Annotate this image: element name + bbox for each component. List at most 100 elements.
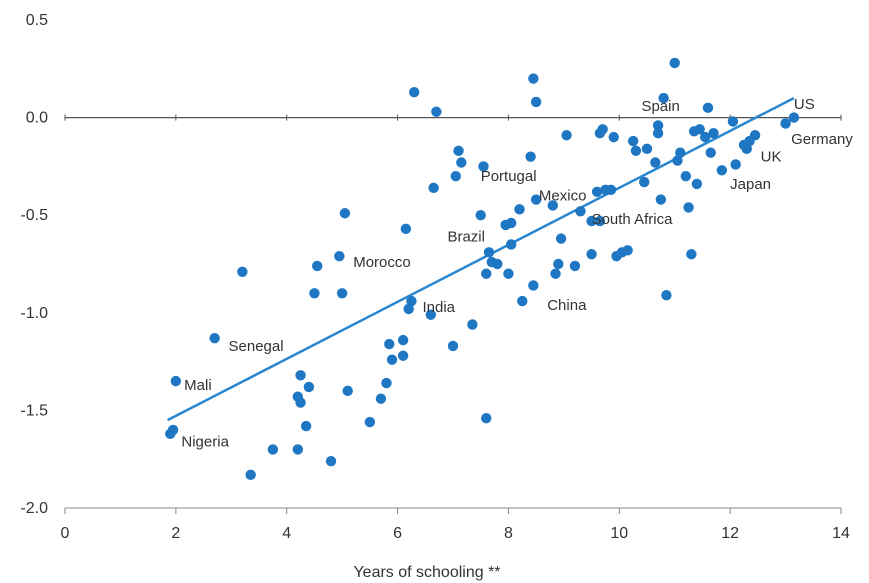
y-tick-label: 0.5	[26, 12, 48, 29]
data-point	[741, 143, 752, 155]
data-point	[672, 155, 683, 166]
data-point	[397, 334, 409, 346]
country-label: Mali	[184, 377, 212, 394]
country-label: Senegal	[229, 338, 284, 355]
country-label: Spain	[641, 98, 679, 115]
data-point	[506, 217, 517, 229]
data-point	[597, 124, 608, 135]
data-point	[586, 249, 597, 260]
data-point	[702, 102, 714, 114]
data-point	[627, 135, 639, 147]
data-point	[295, 370, 306, 381]
data-point	[425, 309, 437, 320]
x-tick-label: 6	[393, 525, 402, 542]
data-point	[409, 87, 420, 98]
data-point	[481, 413, 492, 424]
data-point	[481, 268, 492, 279]
country-label: Brazil	[447, 229, 485, 246]
data-point	[561, 129, 572, 141]
data-point	[492, 258, 503, 270]
data-point	[467, 319, 478, 330]
data-point	[530, 96, 542, 108]
data-point	[295, 397, 306, 408]
x-tick-label: 14	[832, 525, 850, 542]
y-tick-label: -0.5	[20, 207, 48, 224]
data-point	[483, 247, 495, 258]
country-label: Japan	[730, 176, 771, 193]
data-point	[716, 165, 728, 176]
data-point	[669, 57, 680, 69]
data-point	[431, 106, 442, 117]
data-point	[456, 157, 467, 168]
data-point	[630, 145, 642, 156]
country-label: Mexico	[539, 188, 587, 205]
y-tick-label: -2.0	[20, 500, 48, 517]
data-point	[680, 170, 691, 182]
data-point	[705, 147, 716, 158]
data-point	[658, 92, 669, 104]
data-point	[569, 260, 581, 272]
country-label: US	[794, 96, 815, 113]
country-label: UK	[761, 149, 782, 166]
data-point	[594, 215, 606, 227]
data-point	[608, 131, 619, 143]
data-point	[303, 381, 315, 393]
x-axis-title: Years of schooling **	[353, 564, 500, 581]
country-label: Germany	[791, 131, 853, 148]
y-tick-label: -1.5	[20, 402, 48, 419]
trend-layer	[166, 96, 795, 422]
data-point	[400, 223, 412, 235]
data-point	[694, 124, 705, 135]
data-point	[553, 258, 564, 270]
data-point	[661, 290, 672, 301]
data-point	[403, 303, 414, 315]
data-point	[237, 266, 248, 278]
country-label: India	[423, 299, 456, 316]
country-label: South Africa	[592, 211, 674, 228]
data-point	[605, 184, 617, 196]
data-point	[686, 249, 697, 260]
data-point	[342, 385, 353, 397]
data-point	[517, 295, 528, 307]
trend-line	[166, 96, 795, 422]
data-point	[655, 194, 667, 205]
x-tick-label: 8	[504, 525, 513, 542]
data-point	[300, 420, 312, 432]
data-point	[447, 340, 459, 352]
data-point	[336, 288, 348, 299]
data-point	[428, 182, 439, 194]
data-point	[406, 295, 417, 307]
data-point	[749, 129, 761, 141]
y-tick-label: 0.0	[26, 110, 48, 127]
data-point	[586, 215, 597, 227]
data-point	[381, 377, 392, 389]
data-point	[245, 469, 256, 481]
data-point	[691, 178, 703, 190]
country-label: China	[547, 297, 587, 314]
data-point	[622, 245, 633, 256]
country-label: Nigeria	[181, 434, 229, 451]
x-tick-label: 2	[171, 525, 180, 542]
data-point	[727, 116, 739, 127]
data-point	[652, 120, 664, 131]
data-point	[788, 112, 800, 123]
data-point	[334, 250, 345, 262]
axes-layer: 0 2 4 6 8 10 12 14 0.5 0.0 -0.5 -1.0 -1.5 -2.0	[20, 12, 850, 542]
data-point	[575, 206, 586, 217]
data-point	[478, 161, 489, 172]
data-point	[550, 268, 561, 279]
data-point	[555, 233, 567, 244]
data-point	[506, 239, 517, 250]
points-layer	[165, 57, 800, 481]
data-point	[397, 350, 409, 361]
data-point	[292, 444, 303, 455]
y-tick-label: -1.0	[20, 305, 48, 322]
x-tick-label: 12	[721, 525, 739, 542]
data-point	[312, 260, 323, 272]
data-point	[450, 170, 461, 182]
data-point	[525, 151, 536, 162]
data-point	[639, 176, 650, 188]
data-point	[209, 332, 220, 344]
